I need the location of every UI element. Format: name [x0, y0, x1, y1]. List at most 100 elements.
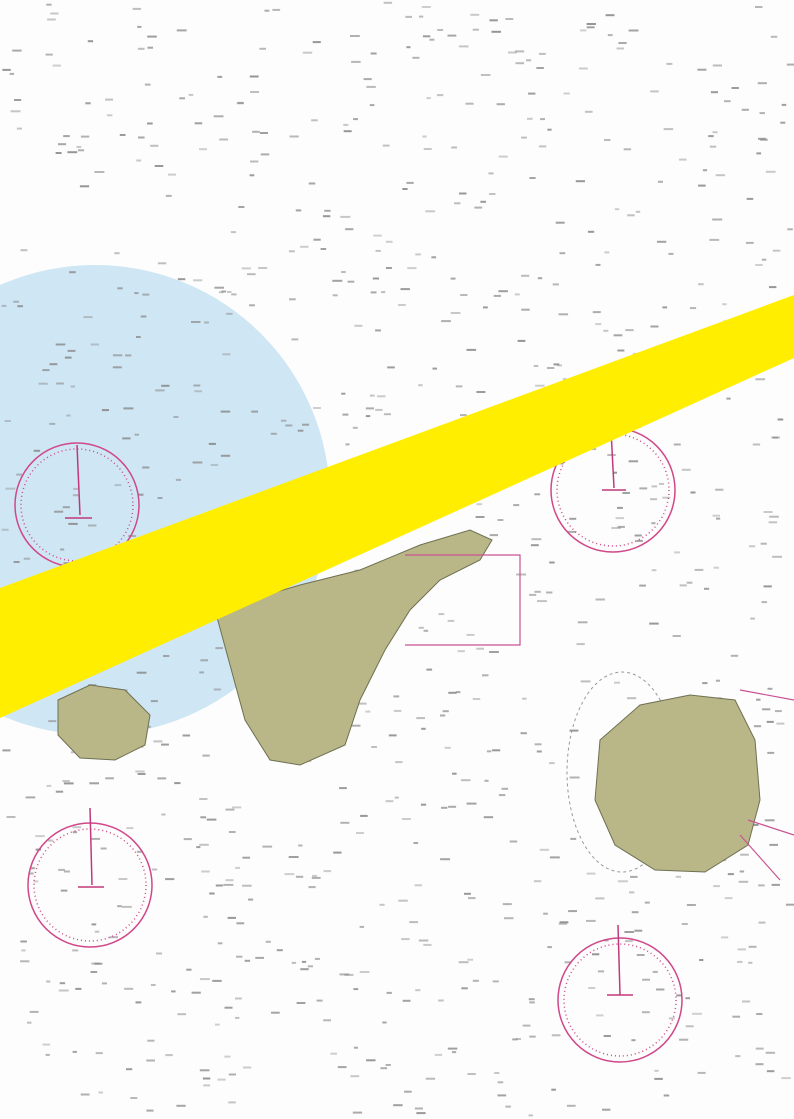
sounding	[426, 97, 431, 100]
sounding	[83, 316, 93, 319]
sounding	[291, 338, 299, 341]
sounding	[199, 671, 204, 674]
sounding	[398, 304, 406, 306]
sounding	[466, 802, 477, 805]
sounding	[203, 1084, 211, 1087]
sounding	[623, 148, 632, 151]
sounding	[186, 968, 192, 971]
sounding	[698, 184, 706, 187]
sounding	[617, 349, 625, 352]
sounding	[72, 1050, 77, 1053]
sounding	[716, 517, 721, 520]
sounding	[597, 970, 605, 973]
sounding	[540, 118, 545, 121]
sounding	[157, 262, 167, 265]
island-tenerife	[214, 529, 493, 766]
sounding	[721, 936, 729, 939]
sounding	[497, 1094, 507, 1097]
sounding	[627, 697, 637, 700]
sounding	[533, 880, 542, 883]
sounding	[483, 816, 494, 819]
sounding	[138, 136, 145, 139]
sounding	[559, 252, 566, 255]
sounding	[534, 743, 542, 746]
sounding	[699, 959, 704, 961]
sounding	[199, 148, 207, 151]
sounding	[191, 321, 201, 323]
sounding	[370, 291, 377, 294]
sounding	[522, 697, 527, 700]
sounding	[558, 313, 569, 316]
sounding	[742, 1000, 751, 1003]
sounding	[786, 63, 794, 66]
sounding	[722, 303, 727, 306]
sounding	[302, 51, 313, 54]
sounding	[383, 413, 391, 416]
sounding	[614, 681, 620, 684]
sounding	[343, 130, 352, 133]
sounding	[522, 1024, 531, 1027]
sounding	[496, 103, 505, 106]
sounding	[12, 49, 22, 52]
compass-ring	[557, 937, 683, 1063]
sounding	[658, 482, 665, 485]
sounding	[516, 573, 527, 576]
sounding	[387, 366, 395, 369]
sounding	[702, 169, 708, 172]
sounding	[465, 102, 474, 105]
sounding	[685, 1025, 694, 1028]
sounding	[213, 115, 224, 118]
sounding	[529, 177, 536, 179]
sounding	[375, 408, 383, 411]
sounding	[94, 930, 100, 933]
sounding	[47, 18, 56, 21]
sounding	[758, 137, 766, 140]
sounding	[752, 823, 759, 826]
sounding	[603, 939, 609, 942]
sounding	[132, 7, 142, 10]
sounding	[767, 751, 775, 754]
sounding	[715, 679, 720, 682]
sounding	[244, 959, 251, 962]
sounding	[415, 989, 421, 992]
sounding	[636, 954, 645, 956]
sounding	[480, 74, 491, 76]
sounding	[188, 93, 194, 96]
sounding	[200, 659, 208, 662]
sounding	[455, 691, 461, 694]
sounding	[639, 584, 646, 587]
sounding	[586, 23, 596, 25]
sounding	[225, 808, 235, 811]
sounding	[73, 487, 78, 490]
sounding	[173, 416, 179, 418]
sounding	[366, 1059, 376, 1062]
sounding	[165, 194, 172, 197]
sounding	[414, 884, 422, 887]
sounding	[49, 363, 58, 366]
sounding	[755, 378, 766, 381]
sounding	[508, 51, 517, 54]
sounding	[323, 870, 332, 873]
sounding	[5, 487, 16, 490]
sounding	[168, 173, 176, 176]
sounding	[90, 343, 99, 346]
sounding	[312, 874, 318, 877]
sounding	[206, 818, 217, 821]
sounding	[735, 1055, 741, 1058]
sounding	[210, 464, 219, 466]
sounding	[208, 442, 216, 445]
sounding	[498, 794, 506, 797]
sounding	[345, 228, 354, 231]
sounding	[123, 407, 134, 410]
sounding	[476, 647, 484, 650]
highlight-band	[0, 295, 794, 718]
sounding	[712, 64, 722, 67]
sounding	[341, 392, 346, 395]
sounding	[147, 46, 153, 49]
sounding	[288, 856, 299, 858]
sounding	[177, 1013, 187, 1016]
sounding	[748, 961, 753, 964]
sounding	[350, 724, 361, 727]
sounding	[199, 1069, 210, 1072]
sounding	[46, 980, 51, 983]
